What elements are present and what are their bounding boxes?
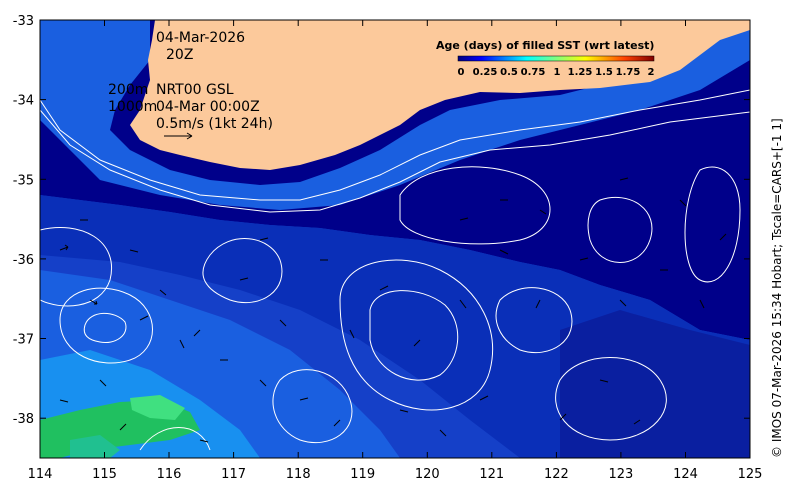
colorbar: Age (days) of filled SST (wrt latest) 0 … <box>436 39 655 78</box>
colorbar-tick: 2 <box>648 67 655 78</box>
product-time: 04-Mar 00:00Z <box>156 99 260 115</box>
y-tick-label: -36 <box>13 253 34 268</box>
y-axis-labels: -33 -34 -35 -36 -37 -38 <box>13 14 34 427</box>
isobath-200m <box>40 89 750 201</box>
colorbar-tick: 0.25 <box>473 67 498 78</box>
x-tick-label: 123 <box>608 467 633 482</box>
isobath-deep-label: 1000m <box>108 99 157 115</box>
x-tick-label: 120 <box>415 467 440 482</box>
x-tick-label: 124 <box>673 467 698 482</box>
older-fill-patch-2 <box>130 395 185 420</box>
plot-frame <box>39 19 751 459</box>
x-tick-label: 115 <box>92 467 117 482</box>
older-fill-patch-3 <box>70 435 120 458</box>
colorbar-tick: 1 <box>554 67 561 78</box>
current-vectors <box>59 177 727 443</box>
isobath-1000m <box>40 109 750 213</box>
x-tick-label: 117 <box>221 467 246 482</box>
colorbar-tick: 1.25 <box>568 67 593 78</box>
y-axis-ticks <box>40 19 750 419</box>
vector-scale-label: 0.5m/s (1kt 24h) <box>156 116 273 132</box>
x-tick-label: 116 <box>157 467 182 482</box>
y-tick-label: -38 <box>13 412 34 427</box>
x-tick-label: 121 <box>479 467 504 482</box>
colorbar-tick: 0.75 <box>521 67 546 78</box>
x-axis-ticks <box>39 20 751 458</box>
x-tick-label: 119 <box>350 467 375 482</box>
x-tick-label: 114 <box>28 467 53 482</box>
map-time: 20Z <box>166 47 193 63</box>
x-tick-label: 125 <box>738 467 763 482</box>
colorbar-tick: 1.75 <box>616 67 641 78</box>
y-tick-label: -33 <box>13 14 34 29</box>
colorbar-title: Age (days) of filled SST (wrt latest) <box>436 39 654 52</box>
x-tick-label: 122 <box>544 467 569 482</box>
isobath-shallow-label: 200m <box>108 82 148 98</box>
credit-text: © IMOS 07-Mar-2026 15:34 Hobart; Tscale=… <box>770 118 784 458</box>
colorbar-tick: 0.5 <box>500 67 518 78</box>
coastal-shelf <box>40 20 750 210</box>
map-field <box>40 20 750 458</box>
y-tick-label: -34 <box>13 94 34 109</box>
x-tick-label: 118 <box>286 467 311 482</box>
vector-scale-arrow <box>164 132 193 140</box>
colorbar-gradient <box>457 55 655 62</box>
current-contours <box>40 166 741 451</box>
x-axis-labels: 114 115 116 117 118 119 120 121 122 123 … <box>28 467 763 482</box>
colorbar-tick: 1.5 <box>595 67 613 78</box>
map-date: 04-Mar-2026 <box>156 30 245 46</box>
colorbar-tick: 0 <box>458 67 465 78</box>
y-tick-label: -37 <box>13 333 34 348</box>
product-label: NRT00 GSL <box>156 82 234 98</box>
deep-ocean-southeast <box>560 310 750 458</box>
y-tick-label: -35 <box>13 173 34 188</box>
